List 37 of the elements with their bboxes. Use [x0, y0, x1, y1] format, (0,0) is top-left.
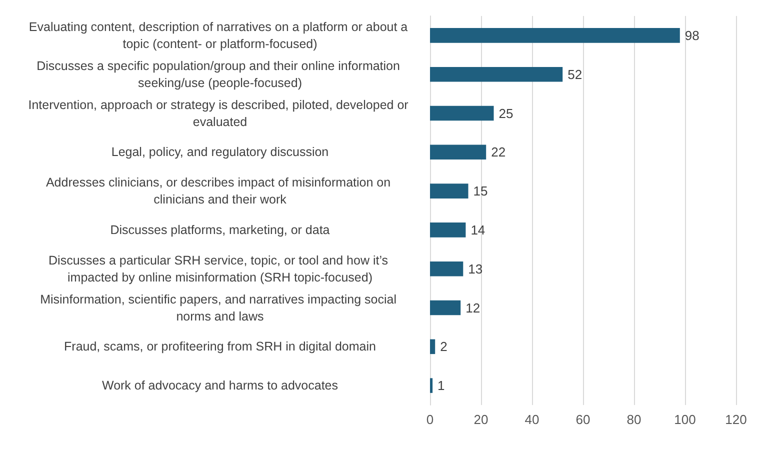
bar	[430, 106, 494, 121]
bar	[430, 66, 563, 82]
data-label: 22	[491, 144, 506, 160]
y-tick-label: Work of advocacy and harms to advocates	[102, 378, 338, 393]
y-tick-label: Legal, policy, and regulatory discussion	[111, 145, 329, 160]
y-tick-label: Misinformation, scientific papers, and narratives impacting social norms and laws	[40, 292, 400, 324]
x-tick-label: 60	[576, 412, 590, 427]
data-label: 2	[440, 339, 448, 354]
data-label: 52	[568, 66, 582, 82]
y-tick-label: Addresses clinicians, or describes impact of misinformation on clinicians and their work	[46, 176, 394, 207]
bar	[430, 144, 486, 160]
bar	[430, 261, 464, 276]
bar	[430, 184, 468, 198]
bar	[430, 378, 433, 393]
y-tick-label: Evaluating content, description of narratives on a platform or about a topic (content- or platform-focused)	[28, 20, 412, 51]
y-tick-label: Discusses a specific population/group and their online information seeking/use (people-focused)	[36, 58, 404, 90]
data-label: 25	[498, 106, 514, 121]
y-tick-label: Intervention, approach or strategy is described, piloted, developed or evaluated	[28, 98, 412, 129]
x-tick-label: 80	[626, 412, 642, 427]
y-tick-label: Discusses platforms, marketing, or data	[110, 222, 330, 237]
data-label: 1	[438, 378, 445, 394]
data-label: 13	[468, 261, 483, 276]
x-tick-label: 100	[674, 412, 696, 427]
bar	[430, 339, 436, 354]
bar	[430, 28, 680, 43]
y-tick-label: Fraud, scams, or profiteering from SRH in digital domain	[64, 340, 376, 354]
data-label: 12	[466, 300, 480, 316]
y-tick-label: Discusses a particular SRH service, topic, or tool and how it’s impacted by online misinformation (SRH topic-focused)	[48, 253, 392, 284]
x-tick-label: 40	[524, 412, 540, 427]
data-label: 14	[470, 222, 486, 238]
data-label: 98	[684, 28, 700, 43]
x-tick-label: 0	[426, 412, 434, 427]
x-tick-label: 20	[474, 412, 488, 427]
bar	[430, 300, 461, 316]
data-label: 15	[473, 184, 488, 199]
bar	[430, 222, 466, 238]
x-tick-label: 120	[725, 412, 747, 427]
